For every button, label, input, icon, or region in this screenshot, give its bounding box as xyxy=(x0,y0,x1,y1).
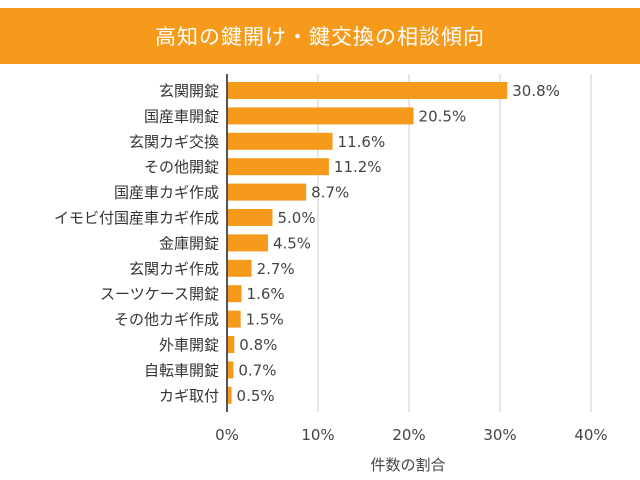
x-axis-label: 件数の割合 xyxy=(370,456,445,474)
category-label: カギ取付 xyxy=(159,387,219,405)
x-tick-label: 0% xyxy=(215,426,239,444)
x-tick-label: 10% xyxy=(301,426,334,444)
data-label: 2.7% xyxy=(257,260,295,278)
data-label: 1.5% xyxy=(246,311,284,329)
bar xyxy=(228,310,241,328)
category-label: 玄関開錠 xyxy=(159,82,219,100)
category-label: その他開錠 xyxy=(144,158,219,176)
x-tick-label: 30% xyxy=(483,426,516,444)
data-label: 0.8% xyxy=(239,336,277,354)
category-label: スーツケース開錠 xyxy=(100,285,219,303)
category-label: イモビ付国産車カギ作成 xyxy=(54,209,219,227)
bar xyxy=(228,234,268,252)
data-label: 1.6% xyxy=(247,285,285,303)
category-label: 外車開錠 xyxy=(159,336,219,354)
gridlines xyxy=(317,74,592,412)
data-label: 0.7% xyxy=(238,361,276,379)
data-label: 0.5% xyxy=(237,387,275,405)
bar xyxy=(228,82,508,99)
category-label: 自転車開錠 xyxy=(144,361,219,379)
x-tick-label: 20% xyxy=(392,426,425,444)
category-label: 玄関カギ作成 xyxy=(129,260,219,278)
x-tick-label: 40% xyxy=(574,426,607,444)
bar xyxy=(228,107,414,125)
bars xyxy=(228,82,508,404)
bar xyxy=(228,132,333,150)
data-label: 30.8% xyxy=(512,82,560,100)
bar xyxy=(228,361,234,379)
chart-title: 高知の鍵開け・鍵交換の相談傾向 xyxy=(0,8,640,64)
bar xyxy=(228,183,307,201)
category-label: 金庫開錠 xyxy=(159,234,219,252)
bar xyxy=(228,386,232,404)
data-label: 8.7% xyxy=(311,184,349,202)
data-label: 11.2% xyxy=(334,158,382,176)
category-label: その他カギ作成 xyxy=(114,311,219,329)
category-label: 国産車開錠 xyxy=(144,107,219,125)
category-label: 国産車カギ作成 xyxy=(114,184,219,202)
bar xyxy=(228,259,252,277)
bar xyxy=(228,158,329,176)
labels: 0% 10% 20% 30% 40% 玄関開錠 30.8% 国産車開錠 20.5% 玄関カギ交換 1… xyxy=(54,82,608,444)
bar xyxy=(228,285,242,303)
bar xyxy=(228,336,235,353)
data-label: 4.5% xyxy=(273,234,311,252)
data-label: 11.6% xyxy=(338,133,386,151)
bar xyxy=(228,209,273,226)
data-label: 20.5% xyxy=(419,107,467,125)
data-label: 5.0% xyxy=(278,209,316,227)
category-label: 玄関カギ交換 xyxy=(129,133,219,151)
